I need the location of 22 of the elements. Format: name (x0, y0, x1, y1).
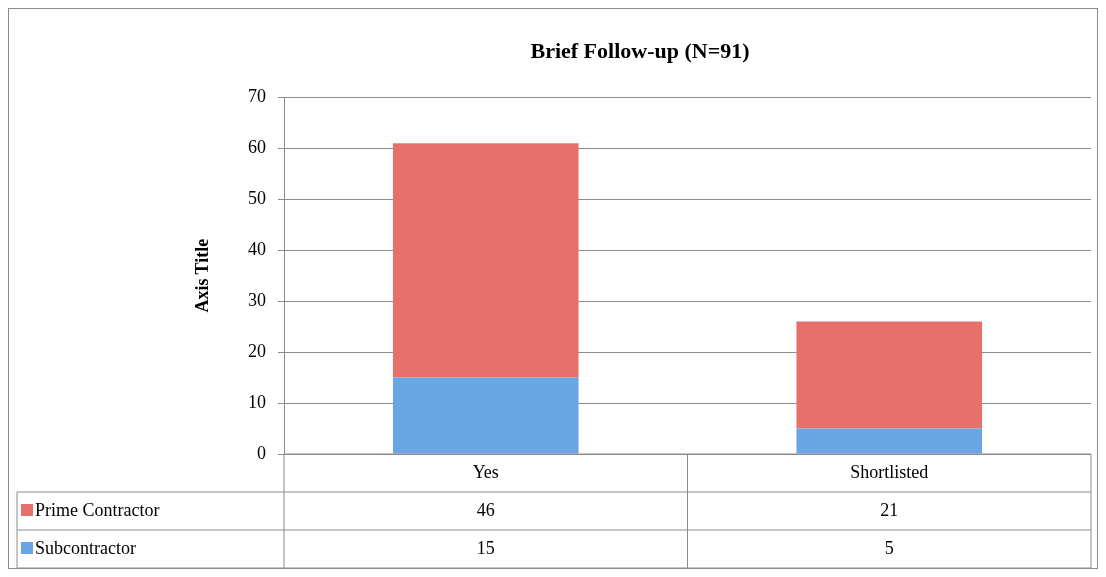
data-label: 15 (476, 537, 495, 558)
y-tick-label: 40 (248, 238, 266, 259)
y-tick-label: 0 (257, 442, 266, 463)
bar (392, 377, 579, 454)
y-tick-label: 10 (248, 391, 266, 412)
y-axis-title: Axis Title (192, 238, 213, 313)
bar (392, 143, 579, 378)
y-tick-label: 20 (248, 340, 266, 361)
x-tick-label: Yes (472, 461, 499, 482)
y-tick-label: 60 (248, 137, 266, 158)
x-tick-label: Shortlisted (850, 461, 929, 482)
bar (796, 321, 983, 429)
legend-label: Subcontractor (35, 537, 136, 558)
y-tick-label: 30 (248, 289, 266, 310)
data-label: 21 (880, 499, 899, 520)
y-tick-label: 50 (248, 188, 266, 209)
data-label: 46 (476, 499, 495, 520)
legend-label: Prime Contractor (35, 499, 160, 520)
y-tick-label: 70 (248, 86, 266, 107)
data-label: 5 (884, 537, 894, 558)
bar (796, 428, 983, 454)
chart-title: Brief Follow-up (N=91) (530, 37, 750, 63)
